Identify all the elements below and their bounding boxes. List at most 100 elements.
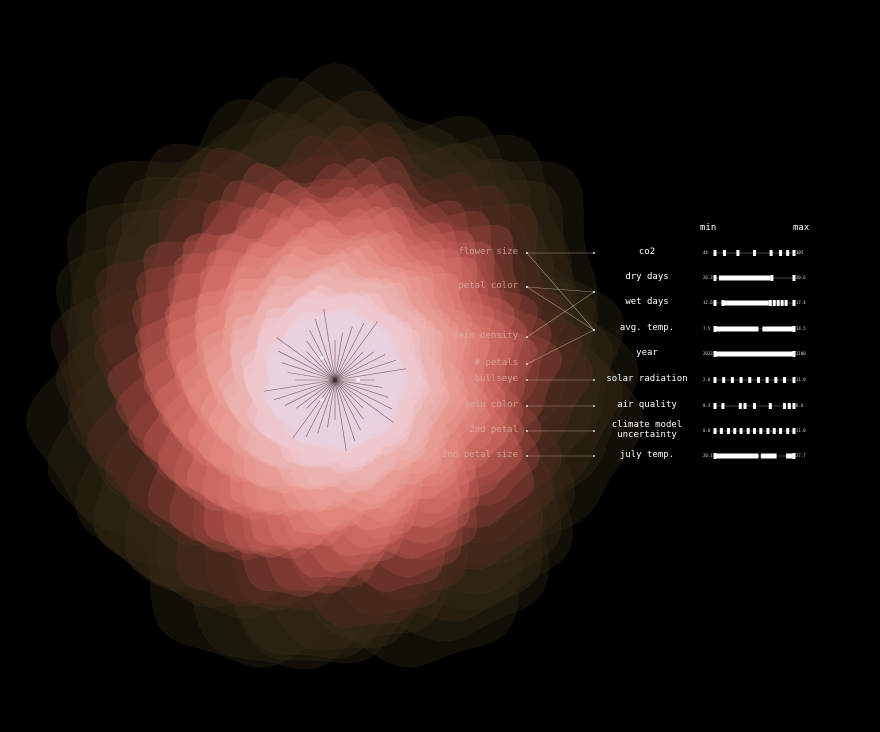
link-line: [526, 329, 595, 365]
range-bar: [713, 428, 796, 434]
range-tick: [743, 403, 747, 409]
variable-label: climate model uncertainty: [582, 420, 712, 440]
vein: [327, 379, 336, 428]
range-tick: [783, 377, 787, 383]
link-endpoint: [526, 363, 528, 365]
range-tick: [765, 377, 769, 383]
range-tick: [759, 428, 763, 434]
range-tick: [792, 351, 796, 357]
variable-label: july temp.: [619, 450, 675, 460]
range-tick: [748, 377, 752, 383]
range-max: 105: [796, 250, 804, 255]
range-tick: [719, 428, 723, 434]
link-endpoint: [593, 291, 595, 293]
max-header: max: [793, 223, 810, 233]
range-max: 30.6: [796, 275, 806, 280]
range-tick: [730, 377, 734, 383]
vein: [334, 379, 394, 423]
range-tick: [784, 300, 788, 306]
link-endpoint: [526, 336, 528, 338]
range-tick: [772, 300, 776, 306]
vein: [334, 379, 361, 431]
range-tick: [786, 428, 790, 434]
range-tick: [713, 326, 717, 332]
range-tick: [739, 428, 743, 434]
range-min: 7.5: [703, 326, 711, 331]
petal-layer: [92, 127, 583, 616]
range-tick: [774, 377, 778, 383]
vein: [295, 379, 336, 409]
vein: [334, 321, 378, 381]
range-tick: [713, 428, 717, 434]
vein: [334, 379, 364, 420]
link-line: [526, 291, 595, 338]
link-line: [526, 252, 595, 331]
range-fill: [718, 275, 771, 281]
range-tick: [787, 403, 791, 409]
vein: [334, 379, 389, 398]
range-tick: [753, 250, 756, 256]
range-tick: [780, 300, 784, 306]
variable-label: co2: [638, 247, 656, 257]
vein: [306, 379, 336, 409]
vein: [334, 322, 365, 381]
range-min: 0.3: [703, 403, 711, 408]
vein: [309, 329, 336, 381]
link-endpoint: [526, 286, 528, 288]
range-tick: [746, 428, 750, 434]
range-bar: [713, 300, 796, 306]
variable-label-line: uncertainty: [617, 430, 677, 440]
variable-label: air quality: [617, 400, 677, 410]
link-endpoint: [526, 430, 528, 432]
range-max: 2100: [796, 351, 806, 356]
vein: [334, 351, 364, 381]
range-tick: [770, 275, 774, 281]
range-tick: [792, 250, 796, 256]
vein: [334, 379, 364, 409]
link-endpoint: [593, 455, 595, 457]
range-bar: [713, 351, 796, 357]
range-min: 2023: [703, 351, 713, 356]
range-bar: [713, 453, 796, 459]
range-tick: [772, 428, 776, 434]
center-dot: [320, 398, 324, 402]
feature-label: flower size: [458, 247, 518, 257]
feature-label: vein density: [452, 331, 518, 341]
range-tick: [713, 403, 717, 409]
vein: [334, 379, 356, 441]
range-tick: [736, 250, 740, 256]
range-tick: [713, 351, 717, 357]
variable-label-line: climate model: [611, 420, 683, 430]
range-tick: [792, 377, 796, 383]
range-min: 12.6: [703, 300, 713, 305]
vein: [334, 379, 347, 452]
range-tick: [713, 250, 717, 256]
range-tick: [753, 428, 756, 434]
range-min: 2.0: [703, 377, 711, 382]
feature-label: petal color: [458, 281, 518, 291]
link-line: [526, 286, 595, 293]
range-tick: [779, 428, 783, 434]
range-tick: [783, 403, 787, 409]
range-tick: [792, 428, 796, 434]
vein: [334, 354, 386, 381]
petal-layer: [56, 99, 625, 664]
feature-label: # petals: [474, 358, 518, 368]
range-max: 14.5: [796, 326, 806, 331]
range-tick: [768, 300, 772, 306]
range-max: 11.0: [796, 428, 806, 433]
vein: [334, 379, 393, 410]
range-max: 27.7: [796, 453, 806, 458]
variable-label: wet days: [625, 297, 669, 307]
link-endpoint: [526, 405, 528, 407]
range-min: 44: [703, 250, 708, 255]
range-fill: [760, 453, 777, 459]
range-min: 26.3: [703, 275, 713, 280]
vein: [281, 362, 336, 381]
range-tick: [753, 403, 756, 409]
vein: [323, 308, 336, 381]
vein: [334, 351, 375, 381]
range-tick: [721, 300, 725, 306]
range-bar: [713, 275, 796, 281]
